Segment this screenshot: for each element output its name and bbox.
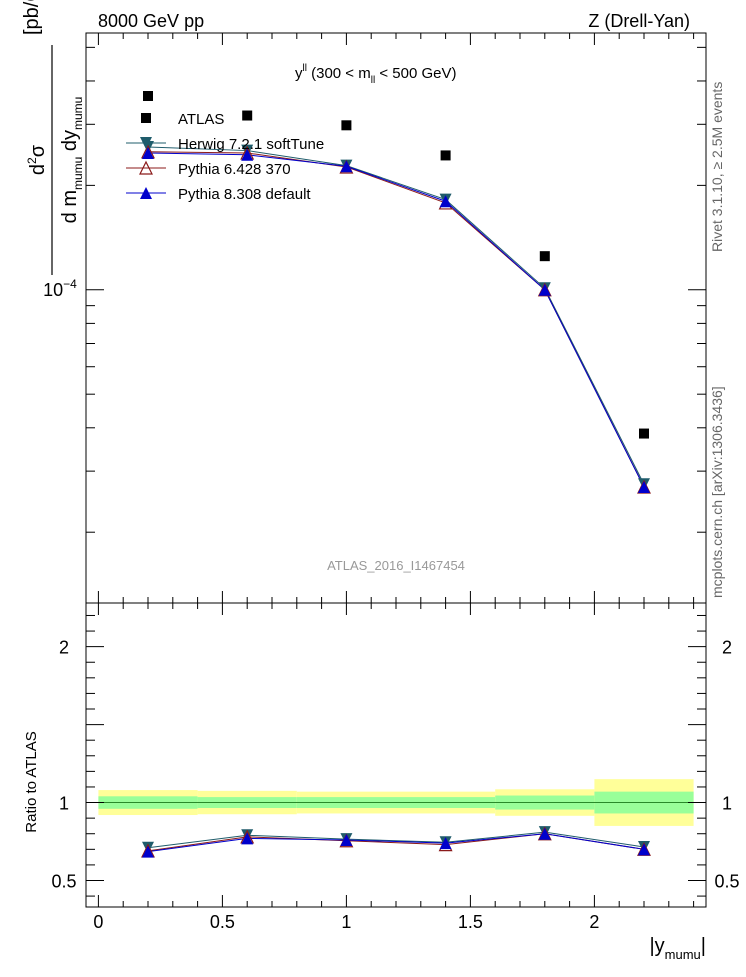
- data-point: [143, 91, 153, 102]
- ratio-panel-series: [141, 826, 651, 858]
- pythia8-point: [538, 283, 551, 296]
- x-axis-label: |ymumu|: [649, 935, 706, 962]
- main-y-axis-label: d2σ d mmumu dymumu [pb/GeV]: [21, 0, 85, 275]
- legend-label-data: ATLAS: [178, 111, 224, 128]
- pythia8-ratio-point: [340, 833, 353, 846]
- y-tick-label: 0.5: [51, 871, 76, 891]
- data-point: [539, 251, 550, 262]
- pythia8-ratio-point: [241, 832, 254, 845]
- legend-marker-pythia8: [140, 187, 152, 199]
- herwig-ratio-line: [147, 831, 645, 849]
- y-tick-label: 10−4: [43, 277, 77, 300]
- y-tick-label: 2: [722, 638, 732, 658]
- analysis-tag: ATLAS_2016_I1467454: [327, 558, 465, 573]
- rivet-label: Rivet 3.1.10, ≥ 2.5M events: [709, 82, 725, 252]
- pythia8-point: [638, 481, 650, 494]
- y-tick-label: 0.5: [714, 871, 739, 891]
- ratio-panel: 0 0.5 1 1.5 2 0.5 0.5 1 1 2 2 Ratio to ATLAS |ymum…: [23, 602, 740, 962]
- pythia8-point: [142, 146, 154, 159]
- y-tick-label: 1: [722, 794, 732, 814]
- pythia8-ratio-point: [439, 837, 452, 850]
- pythia8-ratio-line: [147, 833, 645, 853]
- pythia8-line: [147, 152, 645, 488]
- mcplots-label: mcplots.cern.ch [arXiv:1306.3436]: [709, 386, 725, 598]
- header-left: 8000 GeV pp: [98, 11, 204, 31]
- data-point: [639, 428, 649, 439]
- pythia8-ratio-point: [538, 827, 551, 840]
- ratio-y-axis-label: Ratio to ATLAS: [23, 731, 40, 832]
- pythia8-point: [241, 148, 254, 161]
- y-tick-label: 2: [59, 638, 69, 658]
- herwig-line: [147, 146, 645, 485]
- legend-label-herwig: Herwig 7.2.1 softTune: [178, 136, 324, 153]
- x-tick-label: 0.5: [210, 912, 235, 932]
- header-right: Z (Drell-Yan): [588, 11, 690, 31]
- svg-text:[pb/GeV]: [pb/GeV]: [21, 0, 43, 35]
- legend-marker-data: [141, 113, 151, 123]
- svg-text:d mmumu dymumu: d mmumu dymumu: [59, 97, 85, 224]
- pythia8-point: [439, 195, 452, 208]
- plot-title: yll (300 < mll < 500 GeV): [295, 63, 457, 86]
- x-tick-label: 0: [93, 912, 103, 932]
- ratio-panel-ticks: 0 0.5 1 1.5 2 0.5 0.5 1 1 2 2: [51, 603, 740, 932]
- svg-text:d2σ: d2σ: [25, 144, 49, 175]
- ratio-panel-frame: [85, 602, 707, 908]
- legend-label-pythia8: Pythia 8.308 default: [178, 186, 311, 203]
- y-tick-label: 1: [59, 794, 69, 814]
- pythia8-point: [340, 160, 353, 173]
- legend-marker-pythia6: [139, 160, 153, 175]
- legend-marker-herwig: [140, 137, 152, 149]
- pythia8-ratio-point: [142, 845, 154, 858]
- main-panel: 10−310−4 yll (300 < mll < 500 GeV) ATLAS…: [21, 0, 707, 604]
- x-tick-label: 2: [589, 912, 599, 932]
- data-point: [242, 110, 253, 121]
- pythia8-ratio-point: [638, 843, 650, 856]
- data-point: [440, 150, 451, 161]
- main-panel-ticks: 10−310−4: [43, 33, 706, 603]
- main-panel-series: [141, 91, 651, 494]
- x-tick-label: 1.5: [458, 912, 483, 932]
- legend-label-pythia6: Pythia 6.428 370: [178, 161, 291, 178]
- x-tick-label: 1: [341, 912, 351, 932]
- data-point: [341, 120, 352, 131]
- legend: ATLAS Herwig 7.2.1 softTune Pythia 6.428 3…: [126, 111, 324, 203]
